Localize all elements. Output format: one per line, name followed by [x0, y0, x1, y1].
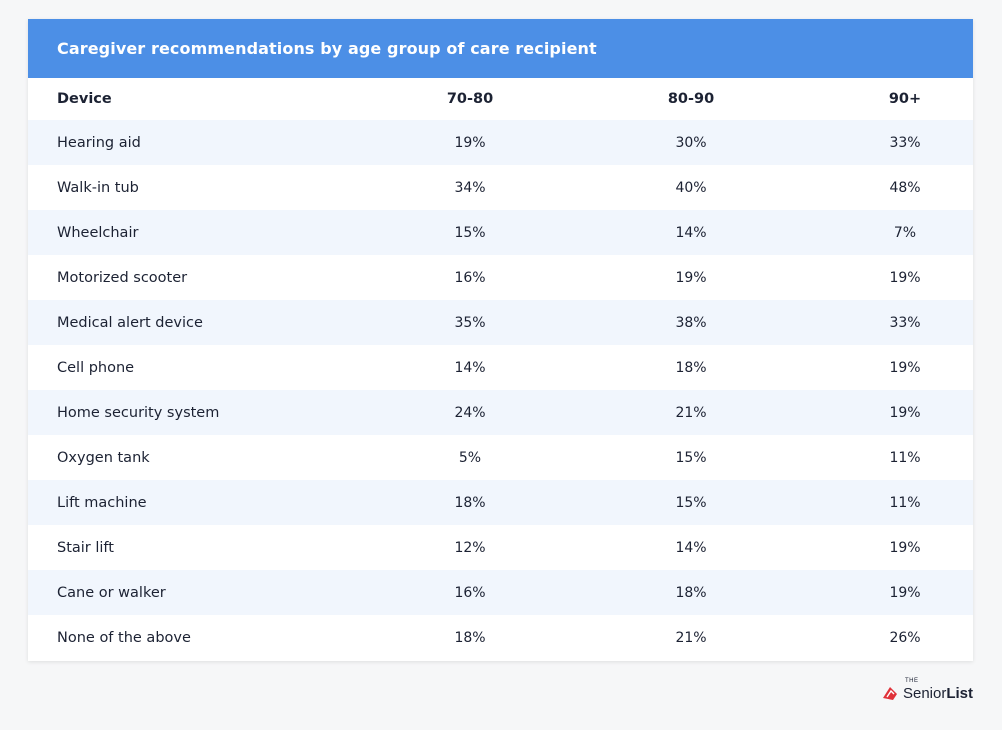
- table-title: Caregiver recommendations by age group o…: [57, 39, 597, 58]
- logo-text: THE SeniorList: [902, 678, 973, 702]
- value-90-plus-cell: 19%: [889, 404, 921, 421]
- table-row: Wheelchair 15% 14% 7%: [28, 210, 973, 255]
- table-row: Hearing aid 19% 30% 33%: [28, 120, 973, 165]
- device-cell: None of the above: [57, 629, 191, 646]
- value-80-90-cell: 18%: [675, 584, 707, 601]
- column-header-90-plus: 90+: [888, 91, 922, 107]
- value-70-80-cell: 18%: [454, 629, 486, 646]
- table-row: Stair lift 12% 14% 19%: [28, 525, 973, 570]
- value-80-90-cell: 14%: [675, 539, 707, 556]
- value-70-80-cell: 18%: [454, 494, 486, 511]
- value-80-90-cell: 18%: [675, 359, 707, 376]
- column-header-row: Device 70-80 80-90 90+: [28, 78, 973, 120]
- value-80-90-cell: 21%: [675, 629, 707, 646]
- value-70-80-cell: 15%: [454, 224, 486, 241]
- table-card: Caregiver recommendations by age group o…: [28, 19, 973, 661]
- device-cell: Cane or walker: [57, 584, 166, 601]
- value-90-plus-cell: 26%: [889, 629, 921, 646]
- senior-list-logo-icon: [882, 687, 897, 700]
- value-80-90-cell: 15%: [675, 494, 707, 511]
- device-cell: Motorized scooter: [57, 269, 188, 286]
- device-cell: Hearing aid: [57, 134, 141, 151]
- table-row: None of the above 18% 21% 26%: [28, 615, 973, 660]
- device-cell: Medical alert device: [57, 314, 203, 331]
- value-80-90-cell: 38%: [675, 314, 707, 331]
- table-body: Hearing aid 19% 30% 33% Walk-in tub 34% 40% 48%…: [28, 120, 973, 660]
- logo-list: List: [946, 684, 973, 702]
- column-header-70-80: 70-80: [446, 91, 494, 107]
- value-90-plus-cell: 11%: [889, 449, 921, 466]
- value-70-80-cell: 14%: [454, 359, 486, 376]
- table-row: Cane or walker 16% 18% 19%: [28, 570, 973, 615]
- value-90-plus-cell: 48%: [889, 179, 921, 196]
- logo-senior: Senior: [902, 684, 947, 702]
- value-90-plus-cell: 19%: [889, 269, 921, 286]
- value-90-plus-cell: 19%: [889, 584, 921, 601]
- table-row: Motorized scooter 16% 19% 19%: [28, 255, 973, 300]
- value-90-plus-cell: 33%: [889, 314, 921, 331]
- device-cell: Stair lift: [57, 539, 114, 556]
- value-70-80-cell: 5%: [458, 449, 482, 466]
- value-80-90-cell: 15%: [675, 449, 707, 466]
- value-70-80-cell: 16%: [454, 584, 486, 601]
- value-90-plus-cell: 19%: [889, 359, 921, 376]
- value-70-80-cell: 16%: [454, 269, 486, 286]
- table-row: Cell phone 14% 18% 19%: [28, 345, 973, 390]
- table-row: Home security system 24% 21% 19%: [28, 390, 973, 435]
- table-header-bar: Caregiver recommendations by age group o…: [28, 19, 973, 78]
- value-80-90-cell: 40%: [675, 179, 707, 196]
- device-cell: Walk-in tub: [57, 179, 139, 196]
- table-row: Walk-in tub 34% 40% 48%: [28, 165, 973, 210]
- value-80-90-cell: 21%: [675, 404, 707, 421]
- device-cell: Wheelchair: [57, 224, 139, 241]
- value-70-80-cell: 24%: [454, 404, 486, 421]
- table-row: Oxygen tank 5% 15% 11%: [28, 435, 973, 480]
- value-80-90-cell: 19%: [675, 269, 707, 286]
- value-80-90-cell: 30%: [675, 134, 707, 151]
- device-cell: Cell phone: [57, 359, 135, 376]
- value-70-80-cell: 35%: [454, 314, 486, 331]
- value-80-90-cell: 14%: [675, 224, 707, 241]
- table-row: Medical alert device 35% 38% 33%: [28, 300, 973, 345]
- value-90-plus-cell: 11%: [889, 494, 921, 511]
- table-row: Lift machine 18% 15% 11%: [28, 480, 973, 525]
- value-70-80-cell: 19%: [454, 134, 486, 151]
- logo-the: THE: [904, 677, 919, 684]
- value-90-plus-cell: 19%: [889, 539, 921, 556]
- value-70-80-cell: 34%: [454, 179, 486, 196]
- device-cell: Lift machine: [57, 494, 147, 511]
- value-90-plus-cell: 33%: [889, 134, 921, 151]
- senior-list-logo: THE SeniorList: [881, 678, 973, 702]
- column-header-device: Device: [57, 91, 112, 107]
- device-cell: Oxygen tank: [57, 449, 150, 466]
- value-70-80-cell: 12%: [454, 539, 486, 556]
- value-90-plus-cell: 7%: [893, 224, 917, 241]
- device-cell: Home security system: [57, 404, 220, 421]
- column-header-80-90: 80-90: [667, 91, 715, 107]
